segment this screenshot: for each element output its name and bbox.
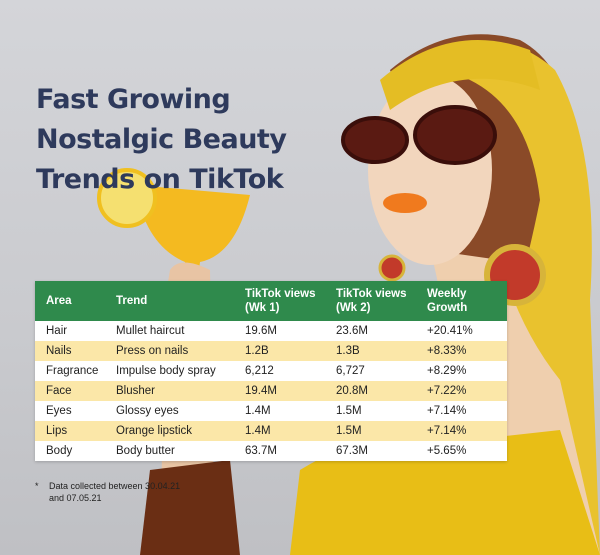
cell-views-wk2: 6,727: [336, 365, 365, 377]
cell-views-wk2: 1.5M: [336, 425, 362, 437]
header-trend: Trend: [116, 295, 148, 307]
face: [368, 75, 492, 265]
cocktail-glass: [135, 185, 250, 300]
cell-growth: +8.33%: [427, 345, 467, 357]
table-row: Face Blusher 19.4M 20.8M +7.22%: [35, 381, 507, 401]
cell-trend: Body butter: [116, 445, 175, 457]
cell-trend: Glossy eyes: [116, 405, 179, 417]
page-title: Fast Growing Nostalgic Beauty Trends on …: [36, 80, 287, 200]
table-row: Eyes Glossy eyes 1.4M 1.5M +7.14%: [35, 401, 507, 421]
cell-views-wk1: 1.4M: [245, 405, 271, 417]
cell-growth: +8.29%: [427, 365, 467, 377]
table-row: Nails Press on nails 1.2B 1.3B +8.33%: [35, 341, 507, 361]
cell-views-wk1: 1.4M: [245, 425, 271, 437]
yellow-top: [290, 430, 600, 555]
cell-views-wk1: 19.4M: [245, 385, 277, 397]
cell-views-wk1: 63.7M: [245, 445, 277, 457]
header-views-wk2: TikTok views (Wk 2): [336, 288, 407, 314]
cell-trend: Orange lipstick: [116, 425, 193, 437]
cell-area: Lips: [46, 425, 68, 437]
sunglasses-left: [341, 116, 409, 164]
cell-area: Hair: [46, 325, 68, 337]
lemon-slice: [97, 168, 157, 228]
cell-area: Face: [46, 385, 72, 397]
title-line: Nostalgic Beauty: [36, 124, 287, 155]
cell-growth: +7.14%: [427, 405, 467, 417]
cell-area: Eyes: [46, 405, 72, 417]
cell-views-wk1: 1.2B: [245, 345, 269, 357]
sunglasses-right: [413, 105, 497, 165]
title-line: Trends on TikTok: [36, 164, 284, 195]
cell-trend: Press on nails: [116, 345, 189, 357]
table-header-row: Area Trend TikTok views (Wk 1) TikTok vie…: [35, 281, 507, 321]
cell-views-wk2: 1.5M: [336, 405, 362, 417]
cell-area: Body: [46, 445, 73, 457]
header-weekly-growth: Weekly Growth: [427, 288, 468, 314]
footnote: * Data collected between 30.04.21 and 07…: [35, 480, 181, 504]
header-area: Area: [46, 295, 72, 307]
cell-area: Fragrance: [46, 365, 99, 377]
cell-views-wk1: 19.6M: [245, 325, 277, 337]
cell-growth: +5.65%: [427, 445, 467, 457]
cell-views-wk1: 6,212: [245, 365, 274, 377]
table-row: Lips Orange lipstick 1.4M 1.5M +7.14%: [35, 421, 507, 441]
cell-growth: +7.22%: [427, 385, 467, 397]
cell-trend: Impulse body spray: [116, 365, 216, 377]
lips: [383, 193, 427, 213]
cell-views-wk2: 67.3M: [336, 445, 368, 457]
cell-area: Nails: [46, 345, 72, 357]
cell-views-wk2: 20.8M: [336, 385, 368, 397]
footnote-line: and 07.05.21: [49, 493, 102, 503]
title-line: Fast Growing: [36, 84, 231, 115]
cell-trend: Mullet haircut: [116, 325, 185, 337]
earring-left: [378, 254, 406, 282]
headband: [380, 40, 540, 110]
table-row: Fragrance Impulse body spray 6,212 6,727 +8.…: [35, 361, 507, 381]
cell-trend: Blusher: [116, 385, 155, 397]
cell-growth: +7.14%: [427, 425, 467, 437]
cell-views-wk2: 23.6M: [336, 325, 368, 337]
footnote-line: Data collected between 30.04.21: [49, 481, 181, 491]
table-row: Body Body butter 63.7M 67.3M +5.65%: [35, 441, 507, 461]
header-views-wk1: TikTok views (Wk 1): [245, 288, 316, 314]
trends-table: Area Trend TikTok views (Wk 1) TikTok vie…: [35, 281, 507, 461]
footnote-bullet: *: [35, 481, 39, 491]
cell-growth: +20.41%: [427, 325, 473, 337]
table-row: Hair Mullet haircut 19.6M 23.6M +20.41%: [35, 321, 507, 341]
sleeve: [140, 460, 240, 555]
cell-views-wk2: 1.3B: [336, 345, 360, 357]
